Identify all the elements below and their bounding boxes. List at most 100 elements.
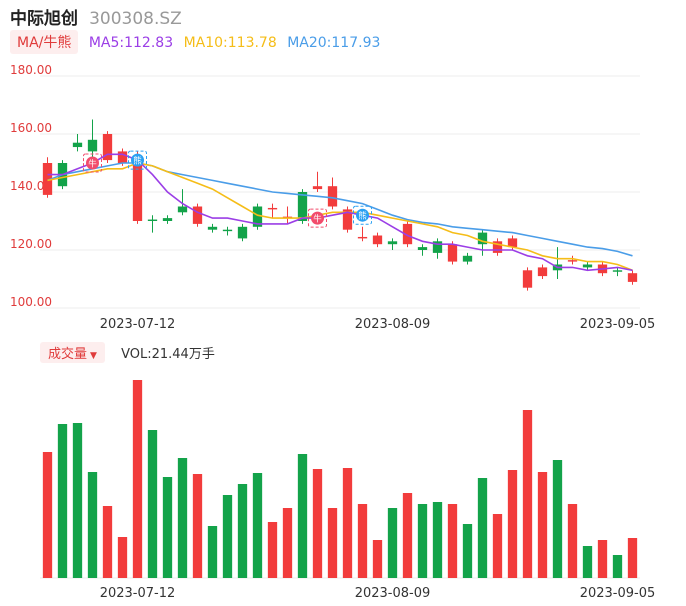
volume-value: VOL:21.44万手 bbox=[121, 347, 215, 362]
candle-body bbox=[567, 260, 578, 262]
volume-bar bbox=[87, 472, 98, 578]
x-tick-label-volume: 2023-08-09 bbox=[355, 586, 431, 601]
volume-bar bbox=[102, 506, 113, 578]
ma10-line bbox=[47, 162, 633, 272]
volume-bar bbox=[252, 473, 263, 578]
volume-bar bbox=[357, 504, 368, 578]
volume-bar bbox=[57, 424, 68, 578]
volume-bar bbox=[147, 430, 158, 578]
volume-bar bbox=[492, 514, 503, 578]
candle-body bbox=[432, 241, 443, 253]
volume-bar bbox=[222, 495, 233, 578]
ma5-line bbox=[47, 153, 633, 272]
candle-body bbox=[207, 226, 218, 230]
candle-body bbox=[342, 209, 353, 230]
signal-frame bbox=[353, 205, 372, 225]
candle-body bbox=[462, 255, 473, 262]
volume-bar bbox=[552, 460, 563, 578]
ma-indicator-tab[interactable]: MA/牛熊 bbox=[10, 30, 79, 54]
x-tick-label: 2023-07-12 bbox=[100, 317, 176, 332]
signal-glyph: 牛 bbox=[313, 214, 322, 225]
volume-bar bbox=[162, 477, 173, 578]
volume-bar bbox=[192, 474, 203, 578]
volume-bar bbox=[522, 410, 533, 578]
signal-glyph: 熊 bbox=[358, 211, 367, 222]
candle-body bbox=[477, 232, 488, 245]
candle-body bbox=[447, 244, 458, 262]
signal-frame bbox=[308, 208, 327, 228]
candle-body bbox=[42, 163, 53, 195]
bear-signal-icon: 熊 bbox=[353, 205, 372, 225]
volume-bar bbox=[417, 504, 428, 578]
bear-signal-icon: 熊 bbox=[128, 150, 147, 170]
volume-bar bbox=[477, 478, 488, 578]
stock-name: 中际旭创 bbox=[10, 9, 78, 29]
signal-dot bbox=[131, 153, 144, 167]
volume-bar bbox=[507, 470, 518, 578]
stock-code: 300308.SZ bbox=[89, 9, 182, 29]
candle-body bbox=[147, 219, 158, 221]
volume-bar bbox=[627, 538, 638, 578]
ma20-value: MA20:117.93 bbox=[287, 35, 381, 51]
y-tick-label: 140.00 bbox=[10, 179, 52, 193]
volume-bar bbox=[282, 508, 293, 578]
volume-bar bbox=[42, 452, 53, 578]
ma-legend: MA/牛熊 MA5:112.83 MA10:113.78 MA20:117.93 bbox=[10, 30, 380, 54]
candle-body bbox=[132, 157, 143, 221]
y-tick-label: 120.00 bbox=[10, 237, 52, 251]
volume-bar bbox=[312, 469, 323, 578]
ma5-value: MA5:112.83 bbox=[88, 35, 174, 51]
volume-bar bbox=[342, 468, 353, 578]
y-tick-label: 100.00 bbox=[10, 295, 52, 309]
volume-bar bbox=[132, 380, 143, 578]
candle-body bbox=[222, 229, 233, 232]
bull-signal-icon: 牛 bbox=[83, 153, 102, 173]
volume-bar bbox=[297, 454, 308, 578]
volume-bar bbox=[267, 522, 278, 578]
candle-body bbox=[612, 270, 623, 272]
candle-body bbox=[522, 270, 533, 288]
stock-header: 中际旭创 300308.SZ bbox=[10, 4, 182, 29]
signal-glyph: 牛 bbox=[88, 159, 97, 170]
volume-tab-label: 成交量 bbox=[48, 347, 88, 362]
candle-body bbox=[297, 192, 308, 221]
volume-bar bbox=[207, 526, 218, 578]
candle-body bbox=[87, 139, 98, 152]
volume-bar bbox=[462, 524, 473, 578]
candle-body bbox=[492, 241, 503, 253]
candle-body bbox=[582, 264, 593, 268]
volume-legend: 成交量 ▼ VOL:21.44万手 bbox=[40, 342, 215, 363]
candle-body bbox=[357, 236, 368, 239]
caret-down-icon: ▼ bbox=[90, 351, 97, 361]
candle-body bbox=[507, 238, 518, 248]
candle-body bbox=[312, 186, 323, 190]
bull-signal-icon: 牛 bbox=[308, 208, 327, 228]
candle-body bbox=[252, 206, 263, 227]
volume-bar bbox=[447, 504, 458, 578]
signal-dot bbox=[311, 211, 324, 225]
signal-glyph: 熊 bbox=[133, 156, 142, 167]
candle-body bbox=[387, 241, 398, 245]
volume-bar bbox=[372, 540, 383, 578]
candle-body bbox=[417, 247, 428, 250]
candle-body bbox=[192, 206, 203, 224]
volume-bar bbox=[597, 540, 608, 578]
volume-bar bbox=[237, 484, 248, 578]
volume-bar bbox=[612, 555, 623, 578]
candle-body bbox=[162, 218, 173, 221]
volume-bar bbox=[432, 502, 443, 578]
candle-body bbox=[627, 273, 638, 282]
candle-body bbox=[237, 226, 248, 239]
candle-body bbox=[327, 186, 338, 207]
volume-indicator-tab[interactable]: 成交量 ▼ bbox=[40, 342, 105, 363]
signal-frame bbox=[83, 153, 102, 173]
y-tick-label: 160.00 bbox=[10, 121, 52, 135]
x-tick-label-volume: 2023-07-12 bbox=[100, 586, 176, 601]
volume-bar bbox=[582, 546, 593, 578]
candle-body bbox=[267, 207, 278, 210]
volume-bar bbox=[117, 537, 128, 578]
candle-body bbox=[117, 151, 128, 163]
candle-body bbox=[402, 223, 413, 245]
candle-body bbox=[372, 235, 383, 245]
